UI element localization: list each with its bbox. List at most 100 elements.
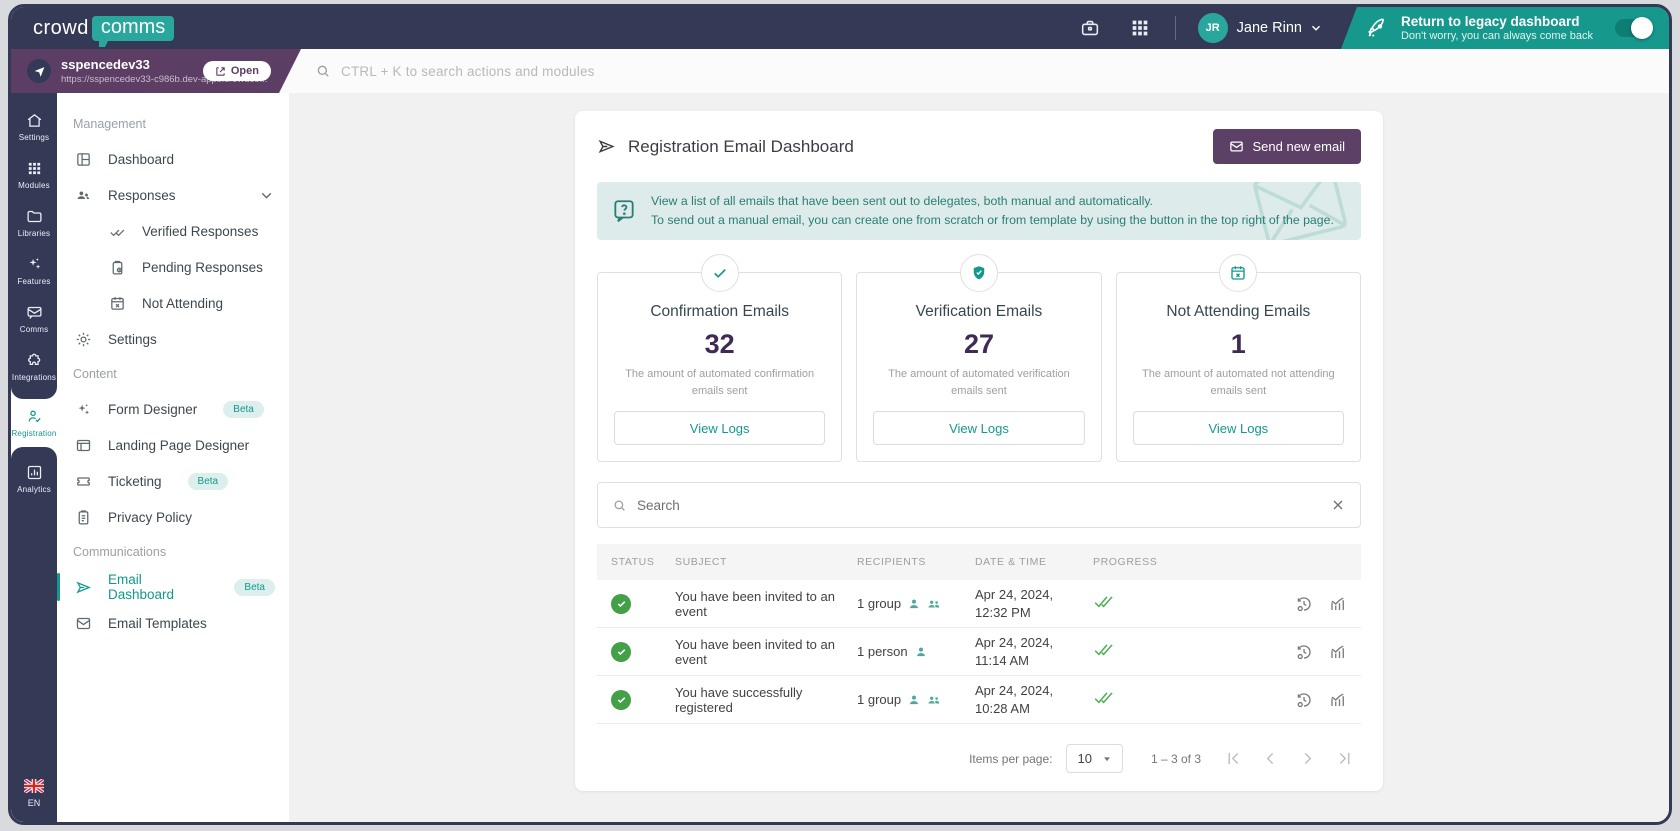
sidebar-item-dashboard[interactable]: Dashboard — [57, 141, 289, 177]
home-icon — [26, 112, 43, 129]
envelope-icon — [75, 615, 92, 632]
table-row[interactable]: You have been invited to an event 1 grou… — [597, 580, 1361, 628]
legacy-subtitle: Don't worry, you can always come back — [1401, 30, 1593, 42]
stat-description: The amount of automated confirmation ema… — [614, 366, 825, 399]
section-communications: Communications — [57, 535, 289, 569]
logo-text-crowd: crowd — [33, 17, 89, 40]
progress-double-check-icon — [1093, 594, 1115, 610]
email-history-icon[interactable] — [1295, 643, 1313, 661]
ticket-icon — [75, 473, 92, 490]
person-check-icon — [26, 408, 43, 425]
language-label: EN — [28, 798, 41, 808]
sidebar-item-not-attending[interactable]: Not Attending — [57, 285, 289, 321]
section-management: Management — [57, 107, 289, 141]
rail-item-libraries[interactable]: Libraries — [11, 199, 57, 247]
help-bubble-icon — [611, 198, 637, 224]
check-circle-icon — [701, 254, 739, 292]
workspace-name: sspencedev33 — [61, 57, 191, 74]
beta-badge: Beta — [223, 401, 264, 418]
subject-cell: You have successfully registered — [675, 685, 857, 715]
open-button-label: Open — [231, 65, 259, 77]
section-content: Content — [57, 357, 289, 391]
table-row[interactable]: You have been invited to an event 1 pers… — [597, 628, 1361, 676]
secondary-bar: sspencedev33 https://sspencedev33-c986b.… — [11, 49, 1669, 93]
last-page-icon[interactable] — [1336, 750, 1353, 767]
banner-line-2: To send out a manual email, you can crea… — [651, 211, 1334, 230]
toggle-knob — [1631, 17, 1653, 39]
shield-icon — [960, 254, 998, 292]
sidebar-item-email-dashboard[interactable]: Email Dashboard Beta — [57, 569, 289, 605]
briefcase-icon[interactable] — [1079, 17, 1101, 39]
email-analytics-icon[interactable] — [1329, 595, 1347, 613]
email-history-icon[interactable] — [1295, 691, 1313, 709]
date-cell: Apr 24, 2024, 12:32 PM — [975, 586, 1093, 621]
sidebar-item-pending-responses[interactable]: Pending Responses — [57, 249, 289, 285]
legacy-toggle[interactable] — [1615, 19, 1653, 37]
open-workspace-button[interactable]: Open — [203, 61, 271, 81]
sidebar-item-verified-responses[interactable]: Verified Responses — [57, 213, 289, 249]
sidebar-item-privacy-policy[interactable]: Privacy Policy — [57, 499, 289, 535]
view-logs-button[interactable]: View Logs — [1133, 411, 1344, 445]
sidebar-item-landing-page-designer[interactable]: Landing Page Designer — [57, 427, 289, 463]
person-icon — [914, 645, 928, 659]
chevron-down-icon[interactable] — [1309, 21, 1323, 35]
view-logs-button[interactable]: View Logs — [614, 411, 825, 445]
uk-flag-icon — [24, 779, 44, 793]
calendar-x-icon — [1219, 254, 1257, 292]
email-analytics-icon[interactable] — [1329, 691, 1347, 709]
email-dashboard-card: Registration Email Dashboard Send new em… — [575, 111, 1383, 791]
rocket-icon — [1365, 16, 1389, 40]
send-icon — [597, 137, 616, 156]
gear-icon — [75, 331, 92, 348]
view-logs-button[interactable]: View Logs — [873, 411, 1084, 445]
sidebar-item-responses[interactable]: Responses — [57, 177, 289, 213]
banner-line-1: View a list of all emails that have been… — [651, 192, 1334, 211]
global-search[interactable]: CTRL + K to search actions and modules — [301, 49, 1669, 93]
sidebar-item-settings[interactable]: Settings — [57, 321, 289, 357]
items-per-page-select[interactable]: 10 — [1066, 744, 1122, 773]
rail-item-analytics[interactable]: Analytics — [11, 455, 57, 503]
page-title: Registration Email Dashboard — [597, 137, 854, 157]
stats-row: Confirmation Emails 32 The amount of aut… — [597, 272, 1361, 462]
status-success-icon — [611, 642, 631, 662]
table-header: STATUS SUBJECT RECIPIENTS DATE & TIME PR… — [597, 544, 1361, 580]
rail-item-features[interactable]: Features — [11, 247, 57, 295]
clear-search-icon[interactable] — [1330, 497, 1346, 513]
stat-title: Not Attending Emails — [1133, 303, 1344, 321]
rail-item-modules[interactable]: Modules — [11, 151, 57, 199]
page-range: 1 – 3 of 3 — [1151, 752, 1201, 766]
sidebar-item-email-templates[interactable]: Email Templates — [57, 605, 289, 641]
search-input[interactable] — [637, 498, 1320, 513]
rail-item-integrations[interactable]: Integrations — [11, 343, 57, 391]
logo-text-comms: comms — [92, 16, 174, 41]
sidebar-item-ticketing[interactable]: Ticketing Beta — [57, 463, 289, 499]
bar-chart-icon — [26, 464, 43, 481]
info-banner: View a list of all emails that have been… — [597, 182, 1361, 240]
apps-grid-icon[interactable] — [1129, 17, 1151, 39]
email-analytics-icon[interactable] — [1329, 643, 1347, 661]
external-link-icon — [215, 66, 226, 77]
search-icon — [315, 63, 331, 79]
status-success-icon — [611, 594, 631, 614]
table-search[interactable] — [597, 482, 1361, 528]
previous-page-icon[interactable] — [1262, 750, 1279, 767]
user-avatar[interactable]: JR — [1198, 13, 1228, 43]
rail-item-comms[interactable]: Comms — [11, 295, 57, 343]
rail-item-registration[interactable]: Registration — [11, 399, 57, 447]
return-to-legacy-banner[interactable]: Return to legacy dashboard Don't worry, … — [1341, 7, 1669, 49]
recipients-cell: 1 group — [857, 596, 975, 611]
sidebar-item-form-designer[interactable]: Form Designer Beta — [57, 391, 289, 427]
email-history-icon[interactable] — [1295, 595, 1313, 613]
table-row[interactable]: You have successfully registered 1 group… — [597, 676, 1361, 724]
topbar-divider — [1175, 16, 1176, 40]
document-icon — [75, 509, 92, 526]
chevron-down-icon — [1102, 754, 1112, 764]
first-page-icon[interactable] — [1225, 750, 1242, 767]
send-new-email-button[interactable]: Send new email — [1213, 129, 1362, 164]
user-name[interactable]: Jane Rinn — [1237, 20, 1302, 36]
language-switcher[interactable]: EN — [24, 779, 44, 808]
mail-chat-icon — [26, 304, 43, 321]
rail-item-settings[interactable]: Settings — [11, 103, 57, 151]
global-search-placeholder: CTRL + K to search actions and modules — [341, 64, 595, 79]
next-page-icon[interactable] — [1299, 750, 1316, 767]
